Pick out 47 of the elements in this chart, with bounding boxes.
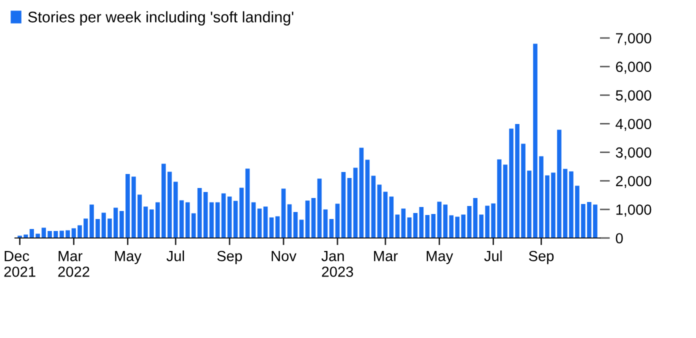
y-tick-label: 5,000 (616, 90, 652, 102)
bar (227, 196, 232, 238)
y-tick-label: 1,000 (616, 204, 652, 217)
y-tick-label: 7,000 (616, 33, 652, 46)
bar (371, 176, 376, 238)
bar (257, 208, 262, 238)
bar (239, 188, 244, 238)
bar (317, 178, 322, 238)
bar (263, 206, 268, 238)
x-tick-label: Jul (484, 250, 502, 262)
bar (347, 178, 352, 238)
y-tick-label: 3,000 (616, 147, 652, 160)
bar (353, 168, 358, 238)
bar (299, 220, 304, 238)
bar (365, 160, 370, 238)
x-tick-label: Jan 2023 (321, 251, 354, 277)
y-tick-label: 0 (616, 233, 623, 244)
y-tick-label: 6,000 (616, 62, 652, 74)
bar (383, 192, 388, 238)
x-tick-label: Jul (166, 250, 184, 262)
bar (287, 204, 292, 238)
x-tick-label: Dec 2021 (4, 251, 36, 277)
x-tick-label: Sep (217, 250, 242, 264)
bar (323, 209, 328, 238)
bar (269, 217, 274, 238)
y-tick-label: 4,000 (616, 118, 652, 131)
bar (329, 219, 334, 238)
x-tick-label: May (426, 251, 454, 264)
x-tick-label: Nov (272, 251, 296, 262)
bar (335, 204, 340, 238)
bar (377, 184, 382, 238)
bar (305, 200, 310, 238)
legend-label: Stories per week including 'soft landing' (28, 11, 294, 26)
x-tick-label: Mar (374, 251, 398, 262)
bar (311, 198, 316, 238)
bar (293, 212, 298, 238)
bar (245, 168, 250, 238)
bar (281, 188, 286, 238)
x-tick-label: Mar 2022 (58, 251, 90, 277)
bar (359, 148, 364, 238)
x-tick-label: May (115, 251, 142, 264)
bar (341, 172, 346, 238)
x-tick-label: Sep (528, 250, 554, 264)
bar (275, 216, 280, 238)
bar (251, 202, 256, 238)
bar (233, 200, 238, 238)
y-tick-label: 2,000 (616, 176, 652, 188)
